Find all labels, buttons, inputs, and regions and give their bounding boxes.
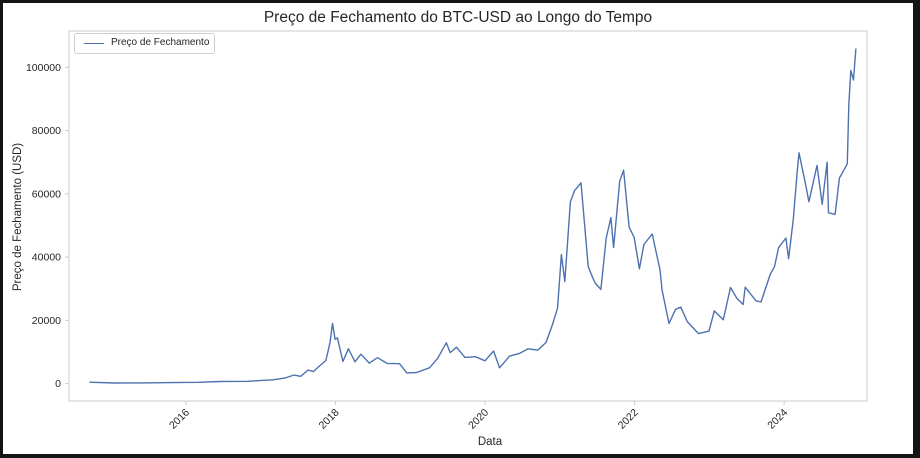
x-tick-label: 2020: [466, 407, 491, 432]
y-tick-label: 0: [55, 378, 61, 390]
y-tick-label: 20000: [32, 315, 61, 327]
plot-area: [68, 30, 868, 402]
y-tick-label: 80000: [32, 125, 61, 137]
x-axis-ticks: 2016 2018 2020 2022 2024: [167, 401, 790, 432]
x-tick-label: 2022: [616, 407, 641, 432]
y-tick-label: 100000: [26, 62, 61, 74]
y-axis-label: Preço de Fechamento (USD): [12, 143, 24, 291]
y-tick-label: 40000: [32, 252, 61, 264]
chart-plot: 0 20000 40000 60000 80000 100000 2016 2018 2020…: [12, 30, 868, 448]
x-tick-label: 2016: [167, 407, 192, 432]
x-tick-label: 2018: [317, 407, 342, 432]
x-axis-label: Data: [478, 436, 503, 448]
chart-title: Preço de Fechamento do BTC-USD ao Longo …: [263, 9, 653, 26]
legend-swatch: [84, 43, 104, 44]
series-line-preco-fechamento: [89, 48, 857, 384]
x-tick-label: 2024: [765, 407, 790, 432]
chart-frame: Preço de Fechamento do BTC-USD ao Longo …: [3, 3, 913, 454]
legend-label: Preço de Fechamento: [111, 37, 210, 48]
y-tick-label: 60000: [32, 188, 61, 200]
y-axis-ticks: 0 20000 40000 60000 80000 100000: [26, 62, 69, 390]
legend: Preço de Fechamento: [74, 33, 215, 54]
